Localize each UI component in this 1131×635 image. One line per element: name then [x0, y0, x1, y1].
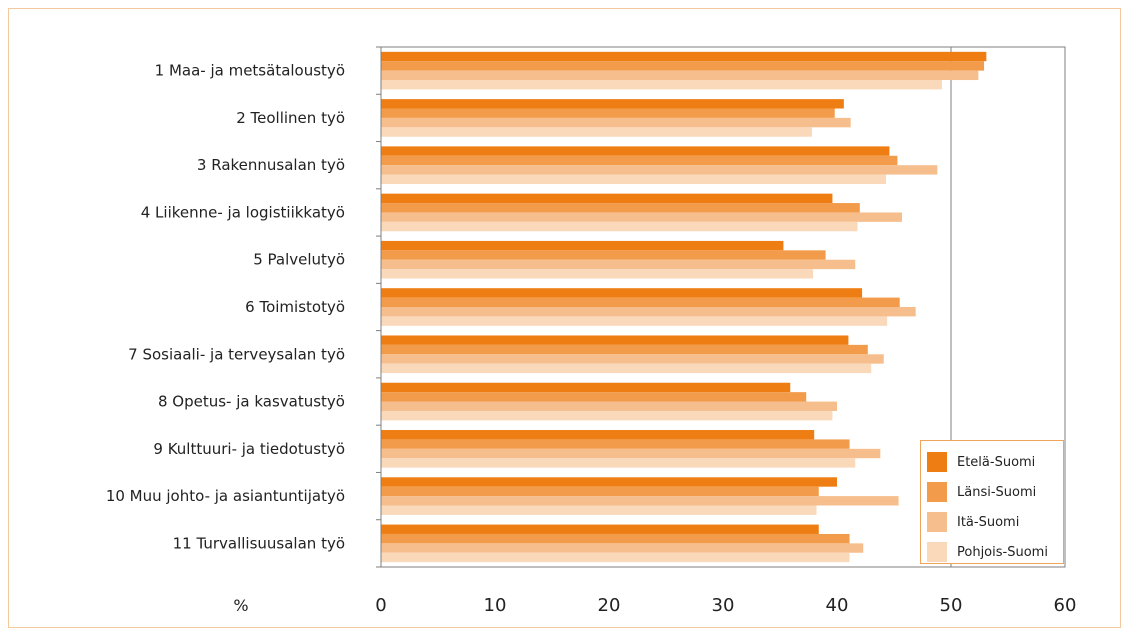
bar	[381, 174, 887, 184]
category-label: 9 Kulttuuri- ja tiedotustyö	[153, 440, 345, 458]
bar	[381, 363, 872, 374]
bar	[381, 146, 890, 156]
bar	[381, 307, 916, 317]
chart-frame	[8, 8, 1121, 628]
bar	[381, 533, 850, 544]
legend-item: Pohjois-Suomi	[927, 537, 1063, 567]
bar	[381, 212, 902, 222]
bar	[381, 439, 850, 449]
bar	[381, 108, 835, 118]
bar	[381, 288, 863, 298]
category-label: 5 Palvelutyö	[253, 251, 345, 269]
legend-label: Itä-Suomi	[957, 514, 1020, 530]
x-axis-unit: %	[233, 596, 248, 615]
bar	[381, 203, 860, 213]
bar	[381, 344, 868, 355]
bar	[381, 269, 814, 279]
bar	[381, 70, 979, 81]
category-label: 7 Sosiaali- ja terveysalan työ	[128, 345, 345, 363]
bar	[381, 524, 819, 534]
bar	[381, 496, 899, 506]
bar	[381, 61, 985, 71]
legend-label: Etelä-Suomi	[957, 454, 1036, 470]
bar	[381, 240, 784, 251]
bar	[381, 221, 858, 232]
category-label: 2 Teollinen työ	[236, 109, 345, 127]
bar	[381, 382, 791, 393]
x-tick-label: 30	[712, 595, 735, 616]
bar	[381, 51, 987, 62]
x-tick-label: 0	[375, 595, 386, 616]
bar	[381, 335, 849, 345]
legend-swatch	[927, 452, 947, 472]
bar	[381, 250, 826, 260]
bar	[381, 430, 815, 440]
bar	[381, 401, 837, 411]
bar	[381, 458, 856, 468]
bar	[381, 193, 833, 204]
bar	[381, 543, 864, 553]
category-label: 10 Muu johto- ja asiantuntijatyö	[106, 487, 345, 505]
bar	[381, 316, 888, 326]
bar	[381, 155, 898, 166]
bar	[381, 259, 856, 270]
bar	[381, 80, 942, 90]
legend-item: Itä-Suomi	[927, 507, 1063, 537]
bar	[381, 354, 884, 364]
bar	[381, 117, 851, 128]
x-tick-label: 40	[826, 595, 849, 616]
bar	[381, 165, 938, 175]
bar	[381, 477, 837, 487]
category-label: 6 Toimistotyö	[245, 298, 345, 316]
x-tick-label: 10	[484, 595, 507, 616]
category-label: 8 Opetus- ja kasvatustyö	[158, 393, 345, 411]
legend-label: Pohjois-Suomi	[957, 544, 1048, 560]
x-tick-label: 60	[1054, 595, 1077, 616]
bar	[381, 127, 812, 137]
category-label: 4 Liikenne- ja logistiikkatyö	[141, 203, 345, 221]
legend-item: Etelä-Suomi	[927, 447, 1063, 477]
legend-swatch	[927, 482, 947, 502]
x-tick-label: 50	[940, 595, 963, 616]
bar	[381, 99, 844, 109]
bar	[381, 410, 833, 421]
bar	[381, 448, 881, 459]
legend-item: Länsi-Suomi	[927, 477, 1063, 507]
bar	[381, 552, 850, 563]
category-label: 11 Turvallisuusalan työ	[173, 534, 345, 552]
x-tick-label: 20	[598, 595, 621, 616]
legend-label: Länsi-Suomi	[957, 484, 1037, 500]
legend: Etelä-Suomi Länsi-Suomi Itä-Suomi Pohjoi…	[920, 440, 1064, 564]
legend-swatch	[927, 542, 947, 562]
category-label: 3 Rakennusalan työ	[197, 156, 345, 174]
bar	[381, 486, 819, 497]
bar	[381, 505, 817, 515]
category-label: 1 Maa- ja metsätaloustyö	[155, 62, 345, 80]
legend-swatch	[927, 512, 947, 532]
bar	[381, 297, 900, 307]
bar	[381, 392, 807, 402]
